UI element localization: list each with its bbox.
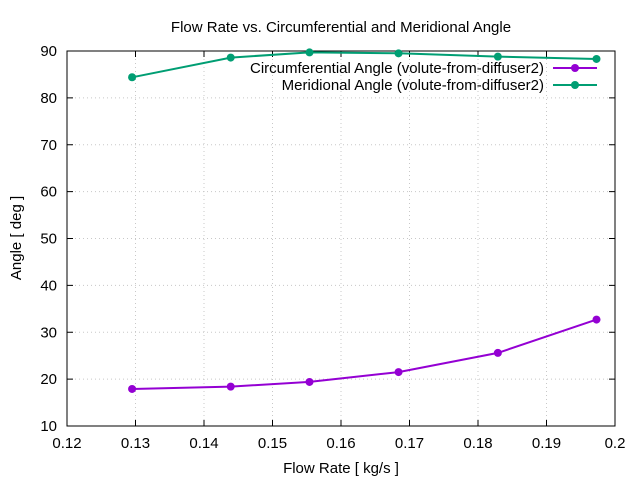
- data-point: [226, 382, 235, 391]
- data-point: [493, 348, 502, 357]
- series-line: [131, 51, 597, 79]
- data-point: [592, 54, 601, 63]
- chart-title: Flow Rate vs. Circumferential and Meridi…: [171, 19, 511, 36]
- series-1: [128, 48, 601, 82]
- x-tick-label: 0.16: [326, 435, 355, 452]
- legend-label: Circumferential Angle (volute-from-diffu…: [250, 60, 544, 77]
- series-0: [128, 315, 601, 393]
- y-tick-label: 20: [40, 371, 57, 388]
- legend-item-1: Meridional Angle (volute-from-diffuser2): [282, 77, 597, 94]
- x-tick-label: 0.15: [258, 435, 287, 452]
- axis-ticks: 0.12 0.13 0.14 0.15 0.16 0.17 0.18 0.19 0.2 10 20 3…: [40, 43, 625, 452]
- x-axis-title: Flow Rate [ kg/s ]: [283, 460, 399, 477]
- legend-label: Meridional Angle (volute-from-diffuser2): [282, 77, 544, 94]
- series-line: [132, 318, 597, 390]
- y-tick-label: 80: [40, 90, 57, 107]
- x-tick-label: 0.12: [52, 435, 81, 452]
- legend-swatch-marker: [571, 64, 579, 72]
- plot-frame: [66, 50, 616, 427]
- data-point: [128, 384, 137, 393]
- x-tick-label: 0.13: [121, 435, 150, 452]
- x-tick-label: 0.18: [463, 435, 492, 452]
- data-point: [592, 315, 601, 324]
- legend: Circumferential Angle (volute-from-diffu…: [250, 60, 597, 94]
- x-tick-label: 0.2: [605, 435, 626, 452]
- data-point: [128, 73, 137, 82]
- y-tick-label: 50: [40, 231, 57, 248]
- y-tick-label: 90: [40, 43, 57, 60]
- y-tick-label: 70: [40, 137, 57, 154]
- series: [128, 48, 601, 393]
- data-point: [305, 48, 314, 57]
- legend-swatch-marker: [571, 81, 579, 89]
- data-point: [305, 377, 314, 386]
- legend-item-0: Circumferential Angle (volute-from-diffu…: [250, 60, 597, 77]
- y-tick-label: 10: [40, 418, 57, 435]
- x-tick-label: 0.19: [532, 435, 561, 452]
- y-tick-label: 60: [40, 184, 57, 201]
- y-axis-title: Angle [ deg ]: [8, 196, 25, 280]
- data-point: [394, 368, 403, 377]
- x-tick-label: 0.14: [189, 435, 218, 452]
- grid: [67, 51, 615, 426]
- data-point: [226, 53, 235, 62]
- y-tick-label: 40: [40, 277, 57, 294]
- y-tick-label: 30: [40, 324, 57, 341]
- x-tick-label: 0.17: [395, 435, 424, 452]
- data-point: [493, 52, 502, 61]
- data-point: [394, 49, 403, 58]
